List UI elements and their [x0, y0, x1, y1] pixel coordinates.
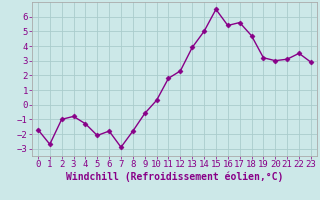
X-axis label: Windchill (Refroidissement éolien,°C): Windchill (Refroidissement éolien,°C) — [66, 172, 283, 182]
